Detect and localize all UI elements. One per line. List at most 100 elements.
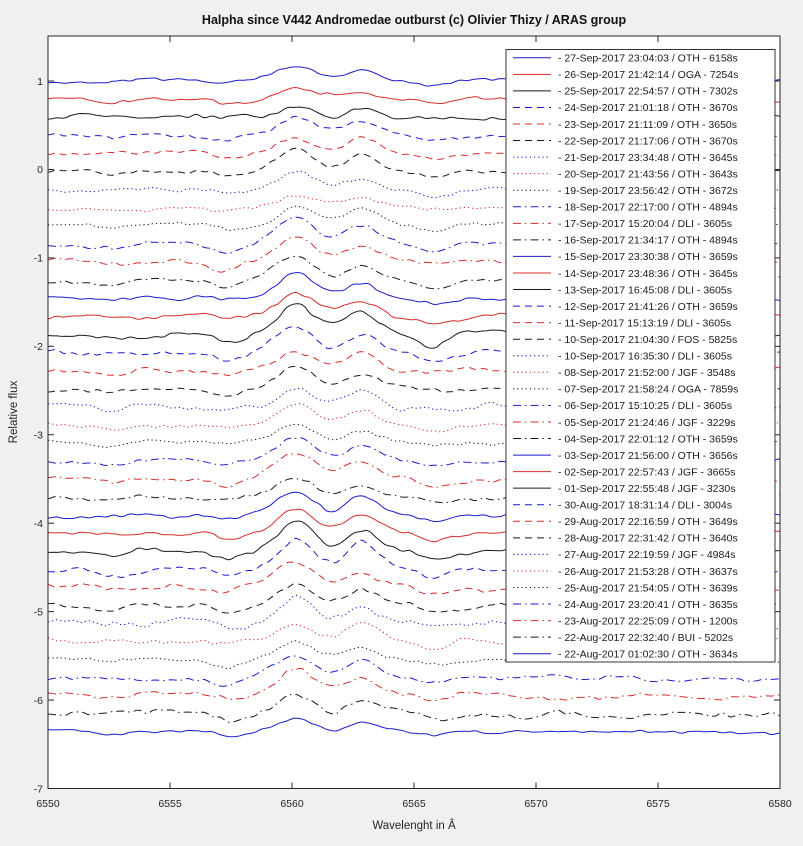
legend-item: - 17-Sep-2017 15:20:04 / DLI - 3605s xyxy=(513,218,732,230)
legend-item: - 24-Aug-2017 23:20:41 / OTH - 3635s xyxy=(513,599,738,611)
y-tick-label: -1 xyxy=(34,253,43,265)
y-tick-label: 1 xyxy=(37,76,43,88)
spectrum-line xyxy=(48,693,780,723)
spectrum-line xyxy=(48,478,780,504)
legend-label: - 12-Sep-2017 21:41:26 / OTH - 3659s xyxy=(558,301,738,313)
legend-label: - 05-Sep-2017 21:24:46 / JGF - 3229s xyxy=(558,417,735,429)
spectrum-line xyxy=(48,195,780,213)
legend-label: - 07-Sep-2017 21:58:24 / OGA - 7859s xyxy=(558,384,738,396)
legend-label: - 27-Sep-2017 23:04:03 / OTH - 6158s xyxy=(558,53,738,65)
legend-label: - 24-Sep-2017 21:01:18 / OTH - 3670s xyxy=(558,102,738,114)
y-tick-label: -5 xyxy=(34,606,43,618)
legend-item: - 19-Sep-2017 23:56:42 / OTH - 3672s xyxy=(513,185,738,197)
legend-item: - 25-Sep-2017 22:54:57 / OTH - 7302s xyxy=(513,86,738,98)
legend-item: - 26-Sep-2017 21:42:14 / OGA - 7254s xyxy=(513,69,738,81)
y-tick-label: -3 xyxy=(34,430,43,442)
legend-item: - 10-Sep-2017 16:35:30 / DLI - 3605s xyxy=(513,351,732,363)
legend-item: - 12-Sep-2017 21:41:26 / OTH - 3659s xyxy=(513,301,738,313)
legend-item: - 13-Sep-2017 16:45:08 / DLI - 3605s xyxy=(513,284,732,296)
x-tick-labels: 6550 6555 6560 6565 6570 6575 6580 xyxy=(36,798,792,810)
legend: - 27-Sep-2017 23:04:03 / OTH - 6158s - 26… xyxy=(505,49,776,663)
legend-item: - 29-Aug-2017 22:16:59 / OTH - 3649s xyxy=(513,516,738,528)
legend-item: - 23-Aug-2017 22:25:09 / OTH - 1200s xyxy=(513,615,738,627)
y-tick-labels: 1 0 -1 -2 -3 -4 -5 -6 -7 xyxy=(34,76,44,795)
legend-label: - 23-Sep-2017 21:11:09 / OTH - 3650s xyxy=(558,119,737,131)
legend-label: - 26-Aug-2017 21:53:28 / OTH - 3637s xyxy=(558,566,738,578)
legend-item: - 02-Sep-2017 22:57:43 / JGF - 3665s xyxy=(513,466,735,478)
legend-item: - 06-Sep-2017 15:10:25 / DLI - 3605s xyxy=(513,400,732,412)
legend-label: - 10-Sep-2017 16:35:30 / DLI - 3605s xyxy=(558,351,732,363)
plot-title: Halpha since V442 Andromedae outburst (c… xyxy=(202,13,627,27)
legend-label: - 17-Sep-2017 15:20:04 / DLI - 3605s xyxy=(558,218,732,230)
x-tick-label: 6550 xyxy=(36,798,60,810)
legend-label: - 13-Sep-2017 16:45:08 / DLI - 3605s xyxy=(558,284,732,296)
legend-item: - 24-Sep-2017 21:01:18 / OTH - 3670s xyxy=(513,102,738,114)
x-tick-label: 6565 xyxy=(402,798,426,810)
y-tick-label: -2 xyxy=(34,341,43,353)
legend-item: - 04-Sep-2017 22:01:12 / OTH - 3659s xyxy=(513,433,738,445)
legend-item: - 15-Sep-2017 23:30:38 / OTH - 3659s xyxy=(513,251,738,263)
legend-label: - 11-Sep-2017 15:13:19 / DLI - 3605s xyxy=(558,317,731,329)
legend-item: - 01-Sep-2017 22:55:48 / JGF - 3230s xyxy=(513,483,735,495)
legend-item: - 08-Sep-2017 21:52:00 / JGF - 3548s xyxy=(513,367,735,379)
legend-item: - 11-Sep-2017 15:13:19 / DLI - 3605s xyxy=(513,317,731,329)
legend-item: - 30-Aug-2017 18:31:14 / DLI - 3004s xyxy=(513,500,732,512)
legend-item: - 22-Aug-2017 22:32:40 / BUI - 5202s xyxy=(513,632,733,644)
legend-item: - 03-Sep-2017 21:56:00 / OTH - 3656s xyxy=(513,450,738,462)
legend-label: - 22-Aug-2017 22:32:40 / BUI - 5202s xyxy=(558,632,733,644)
legend-label: - 03-Sep-2017 21:56:00 / OTH - 3656s xyxy=(558,450,738,462)
legend-item: - 27-Sep-2017 23:04:03 / OTH - 6158s xyxy=(513,53,738,65)
spectrum-line xyxy=(48,255,780,290)
legend-item: - 22-Aug-2017 01:02:30 / OTH - 3634s xyxy=(513,649,738,661)
spectrum-line xyxy=(48,453,780,488)
x-tick-label: 6555 xyxy=(158,798,182,810)
legend-label: - 28-Aug-2017 22:31:42 / OTH - 3640s xyxy=(558,533,738,545)
legend-item: - 20-Sep-2017 21:43:56 / OTH - 3643s xyxy=(513,168,738,180)
spectrum-line xyxy=(48,717,780,738)
legend-label: - 23-Aug-2017 22:25:09 / OTH - 1200s xyxy=(558,615,738,627)
legend-label: - 01-Sep-2017 22:55:48 / JGF - 3230s xyxy=(558,483,735,495)
legend-item: - 21-Sep-2017 23:34:48 / OTH - 3645s xyxy=(513,152,738,164)
y-tick-label: 0 xyxy=(37,164,43,176)
legend-label: - 27-Aug-2017 22:19:59 / JGF - 4984s xyxy=(558,549,735,561)
legend-item: - 27-Aug-2017 22:19:59 / JGF - 4984s xyxy=(513,549,735,561)
x-tick-label: 6575 xyxy=(646,798,670,810)
legend-label: - 14-Sep-2017 23:48:36 / OTH - 3645s xyxy=(558,268,738,280)
legend-label: - 24-Aug-2017 23:20:41 / OTH - 3635s xyxy=(558,599,738,611)
spectrum-line xyxy=(48,655,780,687)
spectrum-line xyxy=(48,640,780,670)
x-axis-label: Wavelenght in Â xyxy=(372,819,456,832)
legend-item: - 10-Sep-2017 21:04:30 / FOS - 5825s xyxy=(513,334,737,346)
spectrum-line xyxy=(48,668,780,702)
legend-label: - 25-Aug-2017 21:54:05 / OTH - 3639s xyxy=(558,582,738,594)
x-tick-label: 6560 xyxy=(280,798,304,810)
legend-label: - 20-Sep-2017 21:43:56 / OTH - 3643s xyxy=(558,168,738,180)
legend-item: - 18-Sep-2017 22:17:00 / OTH - 4894s xyxy=(513,202,738,214)
legend-label: - 25-Sep-2017 22:54:57 / OTH - 7302s xyxy=(558,86,738,98)
legend-item: - 05-Sep-2017 21:24:46 / JGF - 3229s xyxy=(513,417,735,429)
legend-label: - 16-Sep-2017 21:34:17 / OTH - 4894s xyxy=(558,235,738,247)
x-tick-label: 6570 xyxy=(524,798,548,810)
legend-label: - 18-Sep-2017 22:17:00 / OTH - 4894s xyxy=(558,202,738,214)
legend-item: - 07-Sep-2017 21:58:24 / OGA - 7859s xyxy=(513,384,738,396)
legend-item: - 16-Sep-2017 21:34:17 / OTH - 4894s xyxy=(513,235,738,247)
legend-item: - 28-Aug-2017 22:31:42 / OTH - 3640s xyxy=(513,533,738,545)
y-tick-label: -6 xyxy=(34,695,43,707)
y-axis-label: Relative flux xyxy=(8,380,20,443)
legend-label: - 21-Sep-2017 23:34:48 / OTH - 3645s xyxy=(558,152,738,164)
legend-label: - 15-Sep-2017 23:30:38 / OTH - 3659s xyxy=(558,251,738,263)
spectrum-line xyxy=(48,326,780,362)
y-tick-label: -7 xyxy=(34,783,43,795)
legend-label: - 30-Aug-2017 18:31:14 / DLI - 3004s xyxy=(558,500,732,512)
legend-item: - 22-Sep-2017 21:17:06 / OTH - 3670s xyxy=(513,135,738,147)
legend-item: - 14-Sep-2017 23:48:36 / OTH - 3645s xyxy=(513,268,738,280)
legend-item: - 23-Sep-2017 21:11:09 / OTH - 3650s xyxy=(513,119,737,131)
legend-label: - 29-Aug-2017 22:16:59 / OTH - 3649s xyxy=(558,516,738,528)
x-tick-label: 6580 xyxy=(768,798,792,810)
legend-label: - 10-Sep-2017 21:04:30 / FOS - 5825s xyxy=(558,334,737,346)
legend-label: - 19-Sep-2017 23:56:42 / OTH - 3672s xyxy=(558,185,738,197)
spectrum-line xyxy=(48,365,780,397)
legend-label: - 26-Sep-2017 21:42:14 / OGA - 7254s xyxy=(558,69,738,81)
